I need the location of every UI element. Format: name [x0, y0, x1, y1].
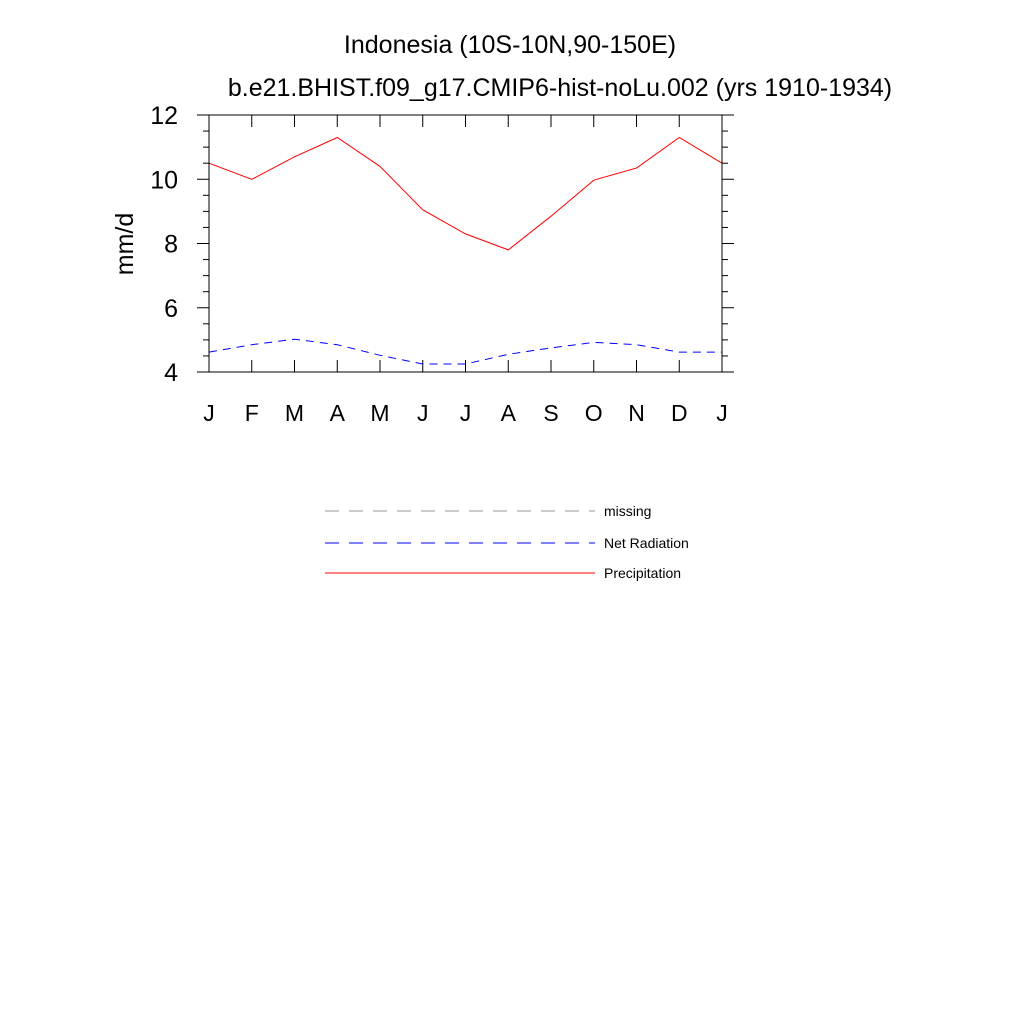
x-tick-label: O	[585, 400, 603, 426]
y-tick-labels: 4 6 8 10 12	[150, 102, 178, 387]
y-tick-label: 8	[164, 231, 178, 259]
y-tick-label: 12	[150, 102, 178, 130]
x-tick-label: N	[628, 400, 645, 426]
legend-label: missing	[604, 503, 651, 519]
y-tick-label: 4	[164, 359, 178, 387]
legend: missing Net Radiation Precipitation	[325, 503, 689, 581]
chart-title: Indonesia (10S-10N,90-150E)	[344, 31, 676, 59]
series-line-0	[208, 136, 723, 251]
series-line-1	[208, 338, 722, 365]
x-tick-label: F	[245, 400, 259, 426]
legend-label: Precipitation	[604, 565, 681, 581]
x-tick-label: J	[460, 400, 472, 426]
legend-label: Net Radiation	[604, 535, 689, 551]
x-tick-label: S	[543, 400, 558, 426]
x-tick-label: M	[285, 400, 304, 426]
x-tick-label: J	[716, 400, 728, 426]
x-tick-label: A	[330, 400, 346, 426]
y-tick-label: 10	[150, 166, 178, 194]
x-tick-label: A	[501, 400, 517, 426]
chart-subtitle: b.e21.BHIST.f09_g17.CMIP6-hist-noLu.002 …	[228, 74, 892, 102]
series-lines	[208, 136, 723, 365]
x-tick-label: D	[671, 400, 688, 426]
y-axis-label: mm/d	[111, 213, 139, 276]
y-tick-label: 6	[164, 295, 178, 323]
x-tick-label: M	[370, 400, 389, 426]
plot-frame	[208, 114, 723, 373]
axis-ticks	[197, 114, 734, 373]
x-tick-label: J	[417, 400, 429, 426]
x-tick-label: J	[203, 400, 215, 426]
